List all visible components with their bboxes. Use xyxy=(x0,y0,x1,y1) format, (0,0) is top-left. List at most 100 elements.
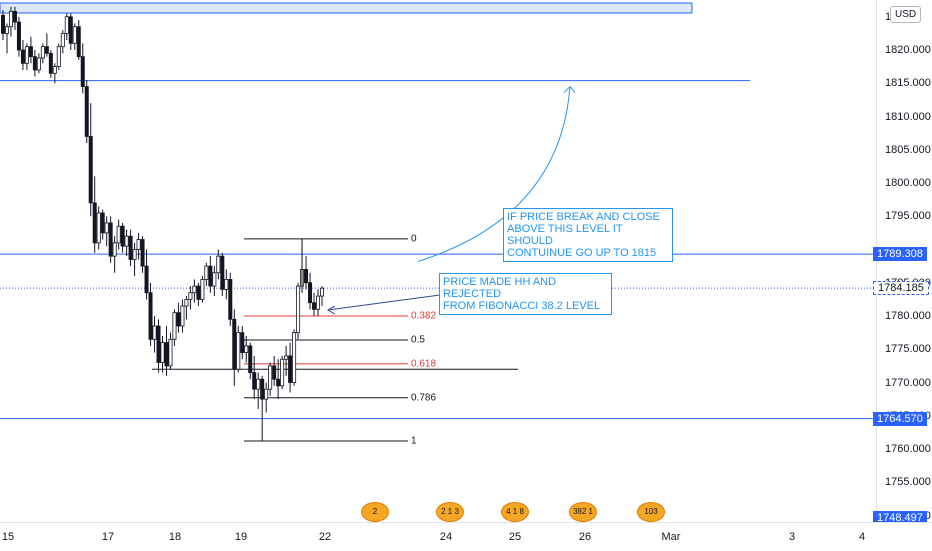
breakout-arrow xyxy=(417,86,571,262)
candle-body xyxy=(232,318,237,370)
fib-label-3: 0.618 xyxy=(411,358,437,370)
rejection-note[interactable]: PRICE MADE HH AND REJECTED FROM FIBONACC… xyxy=(439,273,612,315)
candle-body xyxy=(72,26,77,44)
time-tick-label: 17 xyxy=(101,531,115,543)
candle-body xyxy=(292,332,297,383)
price-tick-label: 1755.000 xyxy=(885,476,931,489)
candle-body xyxy=(172,312,177,340)
candle-body xyxy=(76,26,81,58)
candle-body xyxy=(288,355,293,383)
rejection-pointer xyxy=(327,294,441,311)
candle-body xyxy=(264,388,269,400)
candle-body xyxy=(56,46,61,68)
candle-body xyxy=(260,378,265,400)
candle-body xyxy=(52,66,57,74)
candle-body xyxy=(136,239,141,250)
candle-body xyxy=(256,378,261,390)
candle-body xyxy=(180,305,185,327)
candle-body xyxy=(272,365,277,380)
price-tick-label: 1795.000 xyxy=(885,210,931,223)
candle-body xyxy=(116,225,121,244)
time-tick-label: 15 xyxy=(1,531,15,543)
candle-body xyxy=(308,282,313,304)
price-tick-label: 1805.000 xyxy=(885,143,931,156)
candle-body xyxy=(0,15,6,34)
candle-body xyxy=(68,16,73,44)
price-tick-label: 1760.000 xyxy=(885,443,931,455)
fib-label-4: 0.786 xyxy=(411,392,437,404)
candle-body xyxy=(164,342,169,367)
candle-body xyxy=(12,11,17,23)
price-badge-2: 1764.570 xyxy=(873,411,927,426)
economic-event-icon[interactable]: 382 1 xyxy=(569,502,597,522)
candle-body xyxy=(132,249,137,260)
breakout-note[interactable]: IF PRICE BREAK AND CLOSE ABOVE THIS LEVE… xyxy=(503,208,673,262)
candle-body xyxy=(236,332,241,370)
candle-body xyxy=(160,342,165,363)
candle-body xyxy=(48,52,53,74)
candle-body xyxy=(24,46,29,64)
currency-button[interactable]: USD xyxy=(890,6,922,23)
candle-body xyxy=(220,255,225,290)
candle-body xyxy=(128,235,133,260)
economic-event-icon[interactable]: 103 xyxy=(637,502,665,522)
price-chart[interactable] xyxy=(0,0,876,526)
candle-body xyxy=(148,292,153,340)
candle-body xyxy=(16,21,21,51)
candle-body xyxy=(176,312,181,327)
price-badge-0: 1789.308 xyxy=(873,247,927,262)
fib-label-5: 1 xyxy=(411,435,417,447)
candle-body xyxy=(304,269,309,284)
candle-body xyxy=(96,212,101,244)
time-tick-label: 24 xyxy=(439,531,453,543)
price-axis[interactable]: 1820.000 1815.000 1810.000 1805.000 1800.000… xyxy=(873,0,932,525)
price-tick-label: 1800.000 xyxy=(885,177,931,189)
rejection-pointer-head xyxy=(326,305,336,315)
time-tick-label: Mar xyxy=(661,531,681,543)
candle-body xyxy=(108,222,113,257)
time-tick-label: 4 xyxy=(858,531,866,543)
price-tick-label: 1815.000 xyxy=(885,77,931,90)
candle-body xyxy=(32,56,37,71)
candle-body xyxy=(20,49,25,64)
fib-label-1: 0.382 xyxy=(411,310,437,322)
candle-body xyxy=(196,285,201,300)
candle-body xyxy=(296,285,301,334)
chart-plot-area[interactable]: IF PRICE BREAK AND CLOSE ABOVE THIS LEVE… xyxy=(0,0,876,526)
candle-body xyxy=(80,56,85,87)
candle-body xyxy=(284,355,289,360)
candle-body xyxy=(188,292,193,300)
resistance-zone xyxy=(0,2,693,14)
candle-body xyxy=(216,255,221,274)
candle-body xyxy=(312,302,317,310)
candle-body xyxy=(36,57,41,71)
candle-body xyxy=(84,86,89,137)
economic-event-icon[interactable]: 4 1 8 xyxy=(501,502,529,522)
candle-body xyxy=(92,202,97,244)
candle-body xyxy=(112,242,117,257)
candle-body xyxy=(248,345,253,373)
candle-body xyxy=(44,46,49,54)
candle-body xyxy=(316,295,321,310)
candle-body xyxy=(276,378,281,387)
candle-body xyxy=(120,225,125,247)
fib-label-2: 0.5 xyxy=(411,334,425,346)
candle-body xyxy=(280,358,285,387)
candle-body xyxy=(212,272,217,287)
candle-body xyxy=(156,325,161,363)
economic-event-icon[interactable]: 2 1 3 xyxy=(436,502,464,522)
time-tick-label: 3 xyxy=(788,531,796,543)
price-tick-label: 1775.000 xyxy=(885,343,931,356)
economic-event-icon[interactable]: 2 xyxy=(361,502,389,522)
candle-body xyxy=(200,279,205,300)
time-axis[interactable]: 15 17 18 19 22 24 25 26 Mar 3 4 xyxy=(0,522,932,551)
price-tick-label: 1780.000 xyxy=(885,310,931,322)
candle-body xyxy=(268,365,273,390)
candle-body xyxy=(208,265,213,287)
candle-body xyxy=(140,239,145,267)
time-tick-label: 18 xyxy=(168,531,182,543)
candle-body xyxy=(104,222,109,234)
time-tick-label: 25 xyxy=(508,531,522,543)
candle-body xyxy=(88,136,93,204)
price-tick-label: 1820.000 xyxy=(885,44,931,56)
